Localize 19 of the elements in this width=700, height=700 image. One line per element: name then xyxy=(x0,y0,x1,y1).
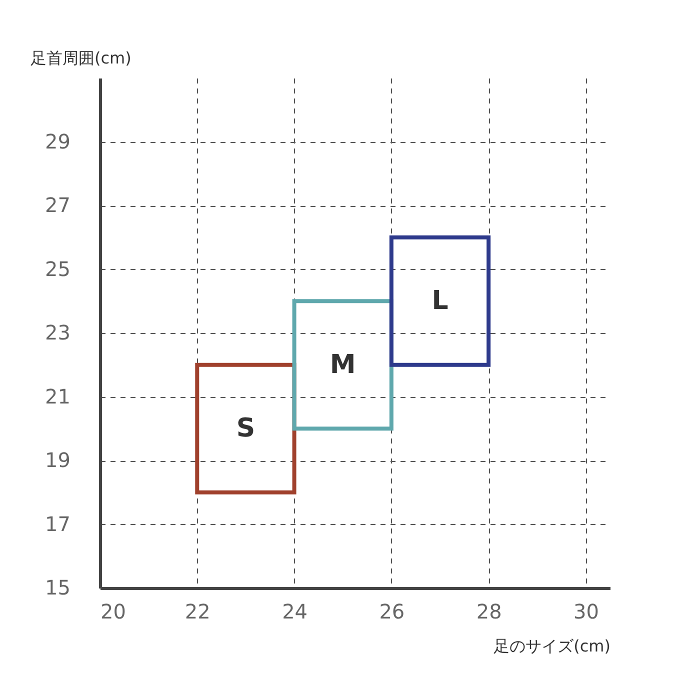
y-tick-label: 17 xyxy=(45,512,70,536)
data-label: M xyxy=(330,350,356,380)
x-tick-label: 26 xyxy=(379,600,405,624)
x-tick-label: 30 xyxy=(573,600,599,624)
x-axis-title: 足のサイズ(cm) xyxy=(494,636,610,656)
y-tick-label: 21 xyxy=(45,384,70,408)
y-tick-label: 15 xyxy=(45,576,70,600)
data-label: L xyxy=(432,286,448,316)
y-tick-label: 23 xyxy=(45,320,70,344)
y-tick-label: 25 xyxy=(45,256,70,281)
x-tick-label: 22 xyxy=(184,600,210,624)
y-tick-label: 27 xyxy=(45,193,70,217)
x-tick-label: 20 xyxy=(100,600,126,624)
data-label: S xyxy=(236,414,256,444)
y-tick-label: 29 xyxy=(45,129,70,154)
y-tick-label: 19 xyxy=(45,448,70,472)
y-axis-title: 足首周囲(cm) xyxy=(30,48,132,68)
x-tick-label: 24 xyxy=(282,600,308,624)
x-tick-label: 28 xyxy=(476,600,502,624)
